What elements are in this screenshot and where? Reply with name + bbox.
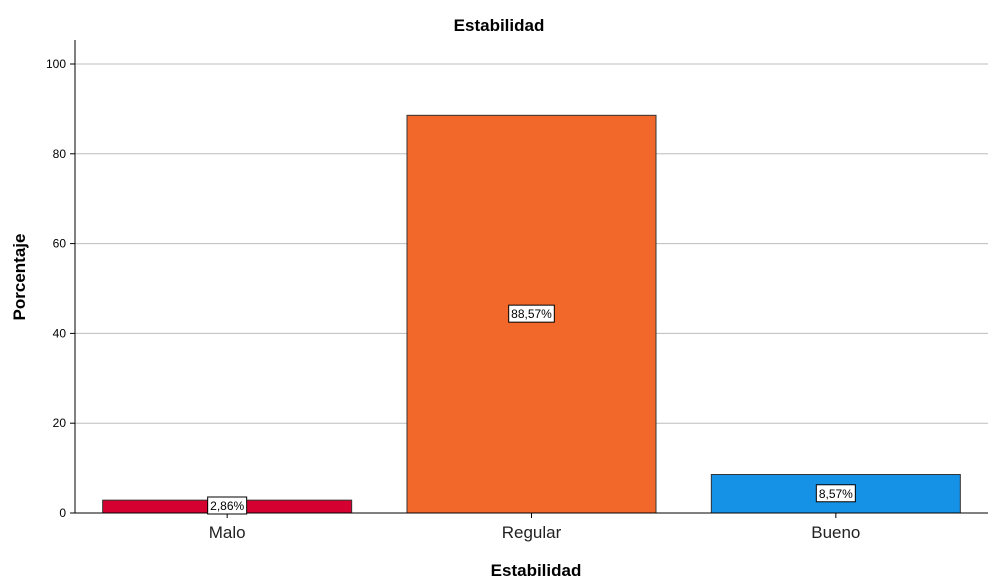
chart-title: Estabilidad xyxy=(454,16,545,35)
y-tick-label: 60 xyxy=(53,237,67,251)
data-label-box xyxy=(207,496,248,515)
y-tick-label: 20 xyxy=(53,416,67,430)
data-label: 2,86% xyxy=(210,499,244,513)
y-tick-label: 40 xyxy=(53,326,67,340)
data-label: 88,57% xyxy=(511,307,552,321)
y-axis-title: Porcentaje xyxy=(10,234,29,321)
x-tick-labels: Malo Regular Bueno xyxy=(209,513,860,542)
x-tick-label: Malo xyxy=(209,523,246,542)
x-tick-label: Bueno xyxy=(811,523,860,542)
data-label-box xyxy=(508,304,555,323)
data-label-box xyxy=(815,484,856,503)
y-tick-label: 100 xyxy=(46,57,66,71)
x-tick-label: Regular xyxy=(502,523,562,542)
data-labels: 2,86% 88,57% 8,57% xyxy=(207,304,856,515)
y-tick-label: 0 xyxy=(59,506,66,520)
x-axis-title: Estabilidad xyxy=(491,561,582,578)
y-tick-labels: 0 20 40 60 80 100 xyxy=(46,57,75,520)
data-label: 8,57% xyxy=(819,487,853,501)
y-tick-label: 80 xyxy=(53,147,67,161)
